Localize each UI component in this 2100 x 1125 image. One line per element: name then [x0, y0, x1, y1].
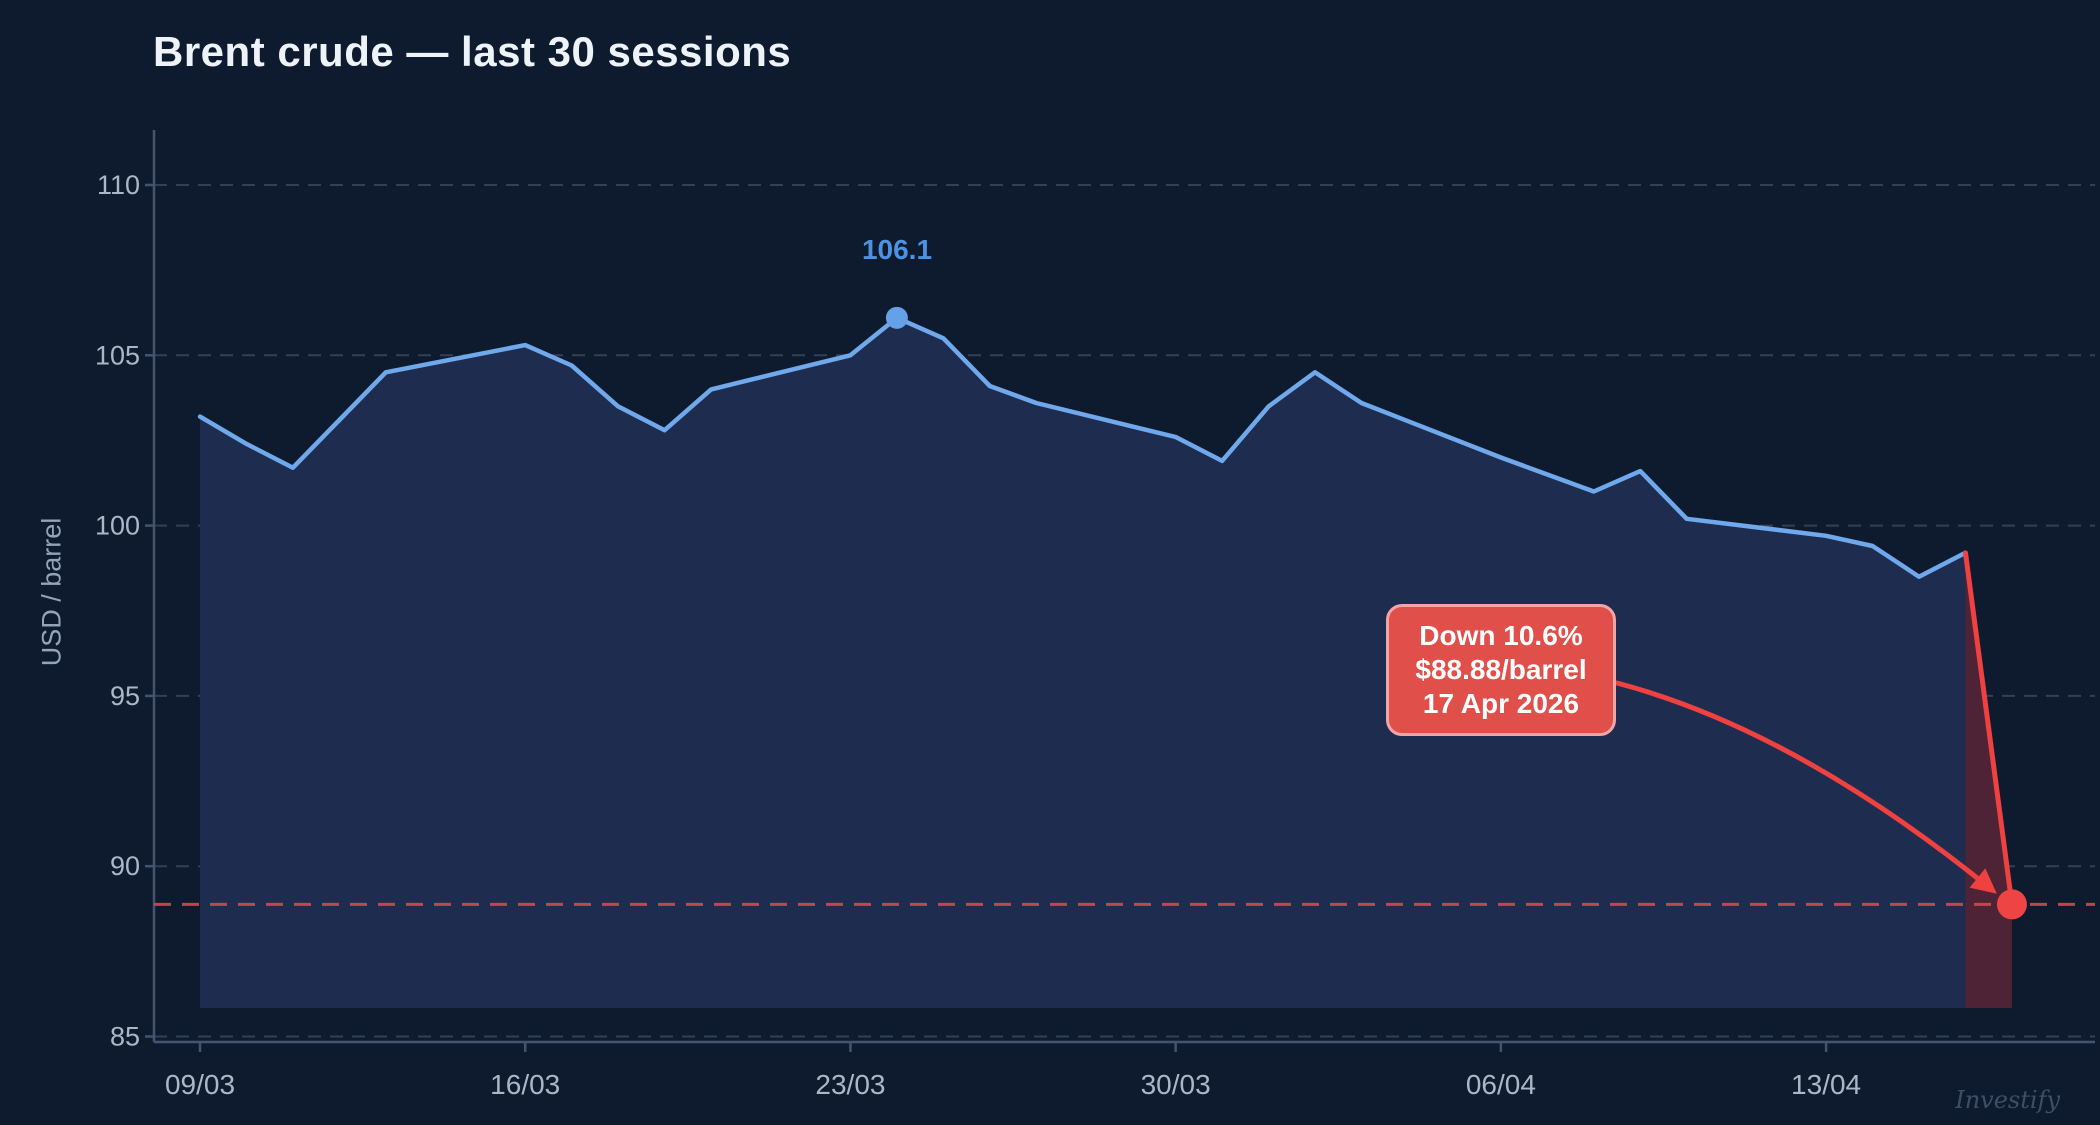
- y-tick-label: 105: [95, 340, 140, 370]
- y-tick-label: 90: [110, 851, 140, 881]
- y-tick-label: 110: [97, 170, 140, 200]
- crash-callout: Down 10.6% $88.88/barrel 17 Apr 2026: [1386, 604, 1616, 736]
- y-tick-label: 85: [110, 1022, 140, 1052]
- peak-dot: [885, 306, 908, 329]
- x-tick-label: 06/04: [1466, 1069, 1536, 1100]
- peak-value-label: 106.1: [861, 234, 933, 265]
- x-tick-label: 13/04: [1791, 1069, 1861, 1100]
- callout-line-price: $88.88/barrel: [1415, 654, 1587, 685]
- crash-line: [1962, 550, 2015, 907]
- callout-line-percent: Down 10.6%: [1419, 620, 1583, 651]
- x-tick-label: 16/03: [490, 1069, 560, 1100]
- callout-arrow: [1614, 680, 1997, 894]
- chart-title: Brent crude — last 30 sessions: [153, 28, 792, 75]
- x-tick-label: 23/03: [815, 1069, 885, 1100]
- end-dot: [1996, 889, 2027, 920]
- callout-line-date: 17 Apr 2026: [1422, 688, 1580, 719]
- price-area-fill: [200, 317, 1966, 1008]
- crash-area-fill: [1965, 552, 2012, 1008]
- y-tick-label: 95: [110, 681, 140, 711]
- x-tick-label: 30/03: [1141, 1069, 1211, 1100]
- y-tick-label: 100: [95, 511, 140, 541]
- watermark-investify: Investify: [1955, 1086, 2060, 1114]
- price-line: [197, 315, 1968, 579]
- x-tick-label: 09/03: [165, 1069, 235, 1100]
